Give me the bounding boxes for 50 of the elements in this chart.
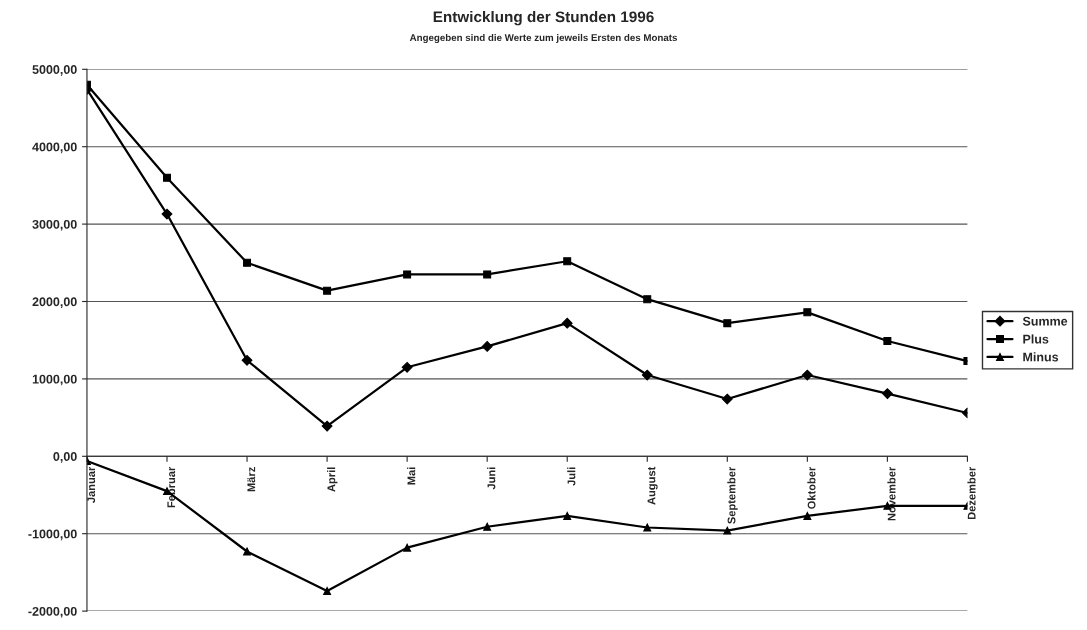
x-tick-label: April <box>327 467 338 492</box>
x-tick-label: August <box>647 466 658 505</box>
x-tick-label: Juni <box>487 467 496 490</box>
point <box>803 511 812 520</box>
point <box>881 388 893 400</box>
point <box>243 258 252 267</box>
chart-title: Entwicklung der Stunden 1996 <box>433 10 654 26</box>
x-tick-label: Januar <box>87 466 96 503</box>
point <box>563 511 572 520</box>
point <box>483 522 492 531</box>
point <box>163 173 171 182</box>
point <box>723 319 732 328</box>
point <box>401 361 413 373</box>
point <box>643 523 652 532</box>
point <box>483 270 492 279</box>
point <box>561 317 573 329</box>
y-tick-label: 0,00 <box>53 452 77 463</box>
point <box>323 586 332 595</box>
point <box>321 420 333 432</box>
point <box>643 295 652 304</box>
y-tick-label: 5000,00 <box>32 65 77 76</box>
point <box>323 286 332 295</box>
point <box>803 308 812 317</box>
point <box>641 369 653 381</box>
point <box>883 336 892 345</box>
y-tick-label: 2000,00 <box>32 297 77 308</box>
point <box>481 340 493 352</box>
x-tick-label: Oktober <box>807 466 816 509</box>
point <box>403 543 412 552</box>
point <box>563 257 572 266</box>
point <box>721 393 733 405</box>
x-tick-label: September <box>727 466 738 524</box>
legend-label: Minus <box>1023 352 1059 362</box>
point <box>723 526 732 535</box>
x-tick-label: Mai <box>407 467 416 485</box>
point <box>161 208 173 220</box>
x-tick-label: Dezember <box>967 466 976 520</box>
legend-label: Plus <box>1023 334 1049 344</box>
y-tick-label: 1000,00 <box>32 374 77 386</box>
legend-label: Summe <box>1022 316 1068 326</box>
x-tick-label: Juli <box>567 467 576 486</box>
y-tick-label: 3000,00 <box>32 219 77 231</box>
y-tick-label: -1000,00 <box>28 529 77 541</box>
point <box>801 369 813 381</box>
chart-subtitle: Angegeben sind die Werte zum jeweils Ersten des Monats <box>409 33 677 44</box>
y-tick-label: 4000,00 <box>32 142 77 154</box>
point <box>241 354 253 366</box>
point <box>403 270 412 279</box>
y-tick-label: -2000,00 <box>28 606 77 618</box>
x-tick-label: März <box>247 467 256 492</box>
